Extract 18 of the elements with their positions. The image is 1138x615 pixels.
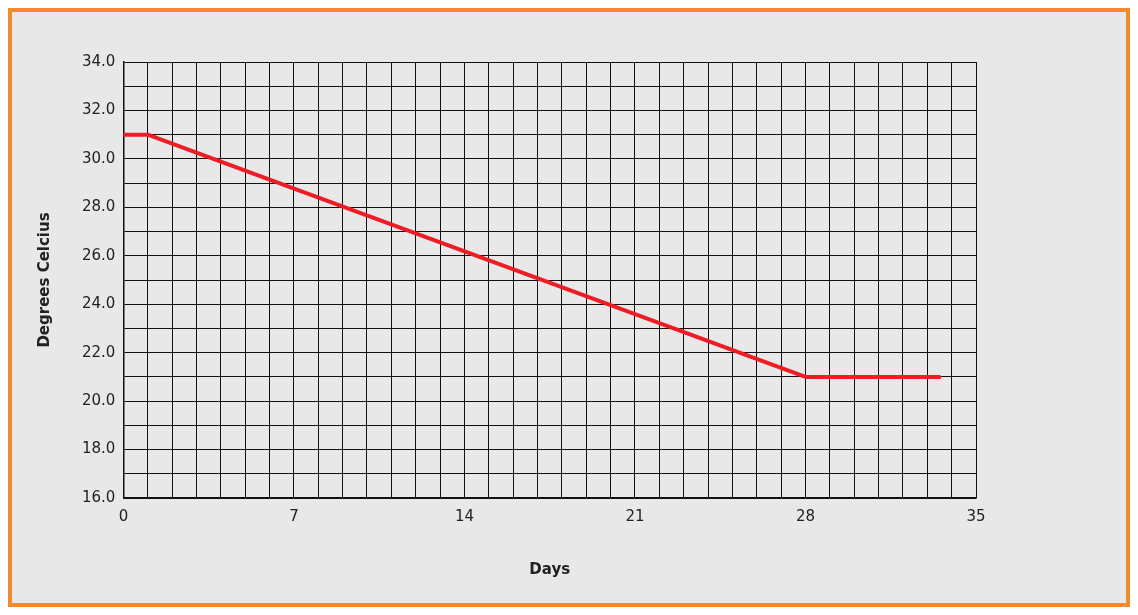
y-tick-label: 24.0 bbox=[81, 294, 116, 313]
y-tick-label: 28.0 bbox=[81, 197, 116, 216]
y-tick-label: 30.0 bbox=[81, 148, 116, 167]
x-tick-label: 28 bbox=[795, 506, 816, 525]
x-tick-label: 14 bbox=[454, 506, 474, 525]
y-tick-label: 34.0 bbox=[81, 51, 116, 70]
y-tick-label: 22.0 bbox=[81, 342, 116, 361]
y-tick-label: 20.0 bbox=[81, 391, 116, 409]
x-tick-label: 21 bbox=[625, 506, 645, 525]
y-tick-label: 18.0 bbox=[81, 439, 116, 458]
x-tick-label: 7 bbox=[289, 506, 299, 525]
y-axis-title: Degrees Celcius bbox=[34, 212, 53, 348]
x-axis-title: Days bbox=[529, 559, 571, 578]
x-tick-label: 0 bbox=[118, 506, 129, 525]
y-tick-label: 32.0 bbox=[81, 100, 116, 119]
x-tick-label: 35 bbox=[966, 506, 986, 525]
y-tick-label: 16.0 bbox=[81, 487, 116, 506]
y-tick-label: 26.0 bbox=[81, 245, 116, 264]
